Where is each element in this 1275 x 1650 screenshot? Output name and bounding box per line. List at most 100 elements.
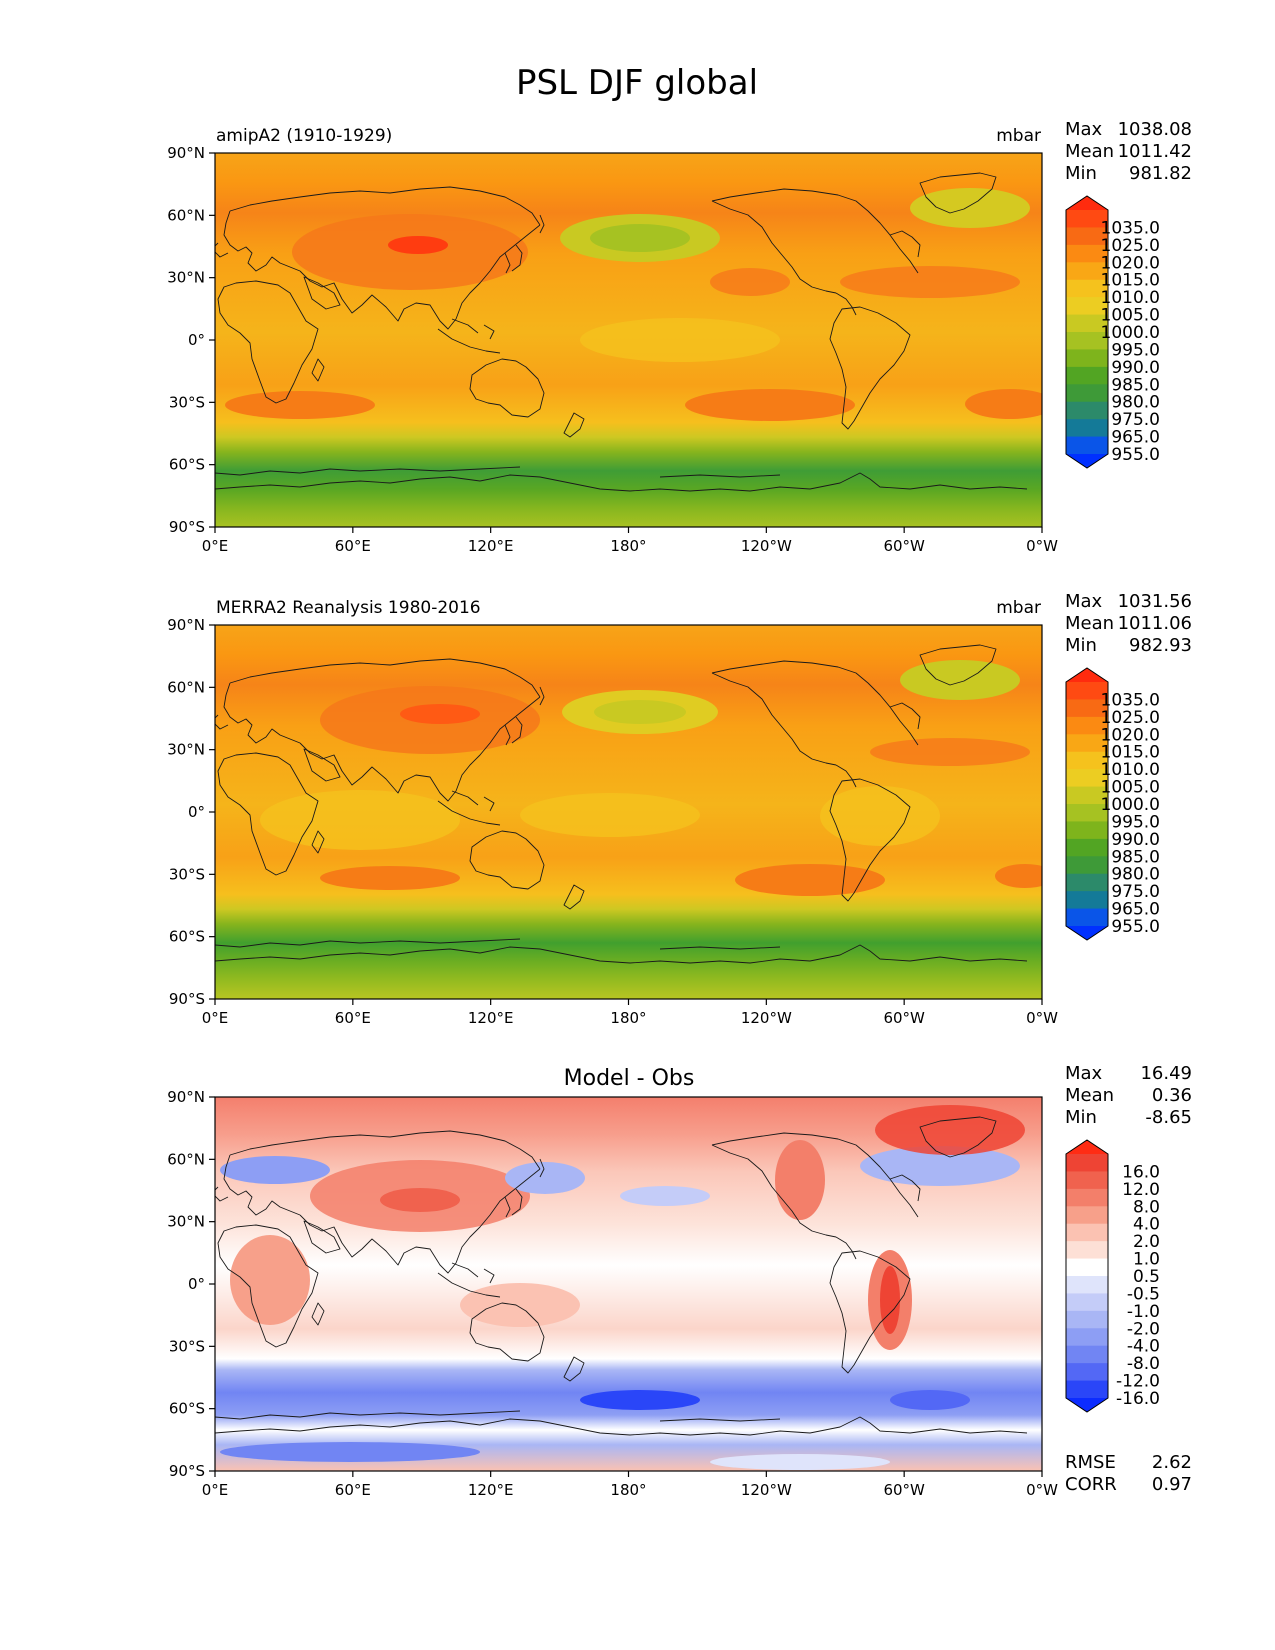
colorbar-tick-label: -2.0 [1127,1319,1160,1339]
lon-tick-label: 60°E [335,537,371,555]
colorbar-extend-max [1066,668,1108,682]
colorbar-tick-label: 995.0 [1111,340,1160,360]
colorbar-tick-label: 16.0 [1122,1162,1160,1182]
lon-tick-label: 120°W [741,1009,792,1027]
stat-max-value: 1031.56 [1118,591,1192,612]
colorbar-swatch [1066,769,1108,788]
colorbar-extend-min [1066,454,1108,468]
colorbar: 1035.01025.01020.01015.01010.01005.01000… [1065,195,1160,469]
colorbar-tick-label: 0.5 [1133,1267,1160,1287]
colorbar-swatch [1066,1223,1108,1242]
stat-min-label: Min [1065,163,1097,184]
lon-tick-label: 120°E [468,537,514,555]
lon-tick-label: 0°E [202,1009,229,1027]
colorbar-tick-label: 980.0 [1111,393,1160,413]
colorbar-swatch [1066,751,1108,770]
stat-min-label: Min [1065,1107,1097,1128]
colorbar-swatch [1066,1310,1108,1329]
lon-tick-label: 120°E [468,1009,514,1027]
lon-tick-label: 180° [610,537,646,555]
colorbar-tick-label: 1000.0 [1101,795,1160,815]
lat-tick-label: 90°S [169,990,205,1008]
colorbar-tick-label: -0.5 [1127,1284,1160,1304]
colorbar-swatch [1066,314,1108,333]
colorbar-tick-label: 1010.0 [1101,288,1160,308]
colorbar-swatch [1066,227,1108,246]
stat-max-label: Max [1065,591,1103,612]
lat-tick-label: 30°N [167,1213,205,1231]
colorbar-tick-label: 975.0 [1111,410,1160,430]
colorbar-extend-min [1066,926,1108,940]
figure-title: PSL DJF global [516,63,758,103]
lon-tick-label: 60°W [883,1009,925,1027]
map-field [215,153,1042,527]
colorbar-extend-max [1066,196,1108,210]
stat-min-value: 981.82 [1129,163,1192,184]
colorbar-tick-label: 990.0 [1111,830,1160,850]
panel-obs: MERRA2 Reanalysis 1980-2016 mbar 1035.01… [214,591,1192,1000]
colorbar-tick-label: 955.0 [1111,445,1160,465]
colorbar-tick-label: -12.0 [1116,1372,1160,1392]
colorbar-swatch [1066,856,1108,875]
colorbar-swatch [1066,821,1108,840]
lat-tick-label: 0° [188,803,205,821]
colorbar-swatches [1065,195,1109,469]
colorbar-tick-label: 965.0 [1111,900,1160,920]
lat-tick-label: 90°N [167,144,205,162]
colorbar-tick-label: 1000.0 [1101,323,1160,343]
lat-tick-label: 30°N [167,269,205,287]
colorbar-swatch [1066,1171,1108,1190]
lon-tick-label: 180° [610,1009,646,1027]
colorbar-tick-label: 990.0 [1111,358,1160,378]
lat-tick-label: 0° [188,1275,205,1293]
colorbar-swatch [1066,804,1108,823]
stat-min-label: Min [1065,635,1097,656]
lat-tick-label: 90°N [167,616,205,634]
colorbar-swatch [1066,1206,1108,1225]
colorbar: 1035.01025.01020.01015.01010.01005.01000… [1065,667,1160,941]
colorbar-tick-label: -4.0 [1127,1337,1160,1357]
lat-tick-label: 90°N [167,1088,205,1106]
lon-tick-label: 0°W [1026,1009,1058,1027]
colorbar-tick-label: 1010.0 [1101,760,1160,780]
stats-block: Max 1031.56 Mean 1011.06 Min 982.93 [1065,591,1192,656]
colorbar-labels: 1035.01025.01020.01015.01010.01005.01000… [1101,690,1160,937]
panel-units: mbar [996,598,1041,618]
colorbar-tick-label: 1020.0 [1101,253,1160,273]
colorbar-extend-min [1066,1398,1108,1412]
lon-tick-label: 0°W [1026,537,1058,555]
stats-block: Max 1038.08 Mean 1011.42 Min 981.82 [1065,119,1192,184]
lat-tick-label: 60°S [169,456,205,474]
colorbar-swatch [1066,1188,1108,1207]
lon-tick-label: 120°E [468,1481,514,1499]
stat-mean-label: Mean [1065,1085,1114,1106]
panel-units: mbar [996,126,1041,146]
stat-mean-label: Mean [1065,141,1114,162]
colorbar-swatch [1066,786,1108,805]
colorbar-outline [1065,1139,1109,1413]
colorbar-swatches [1065,667,1109,941]
colorbar-outline [1065,667,1109,941]
stat-corr-value: 0.97 [1152,1474,1192,1495]
lat-tick-label: 90°S [169,518,205,536]
lon-tick-label: 60°W [883,537,925,555]
map-field [215,1097,1042,1471]
colorbar-swatch [1066,682,1108,701]
colorbar-tick-label: -8.0 [1127,1354,1160,1374]
lat-tick-label: 60°S [169,1400,205,1418]
colorbar-swatch [1066,332,1108,351]
colorbar-swatch [1066,349,1108,368]
colorbar-tick-label: 1.0 [1133,1250,1160,1270]
map-axes: 90°N60°N30°N0°30°S60°S90°S0°E 60°E 120°E 18… [167,144,1058,1499]
colorbar-swatch [1066,1276,1108,1295]
panel-left-title: MERRA2 Reanalysis 1980-2016 [216,598,481,618]
colorbar-tick-label: 8.0 [1133,1197,1160,1217]
lat-tick-label: 60°S [169,928,205,946]
colorbar-tick-label: 985.0 [1111,375,1160,395]
colorbar-swatch [1066,384,1108,403]
lat-tick-label: 60°N [167,206,205,224]
colorbar-swatch [1066,297,1108,316]
lon-tick-label: 60°W [883,1481,925,1499]
lat-tick-label: 30°S [169,1337,205,1355]
colorbar-tick-label: 980.0 [1111,865,1160,885]
